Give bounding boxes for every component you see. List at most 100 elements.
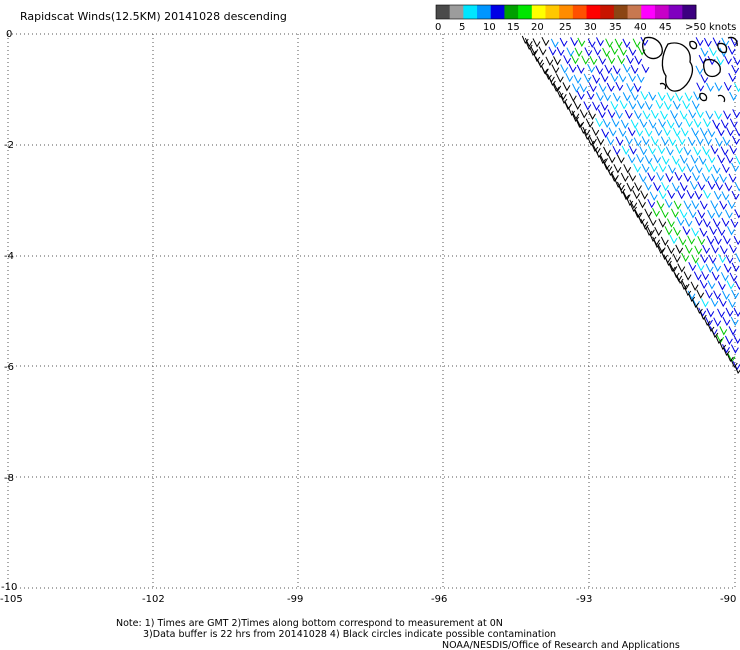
wind-barb <box>614 179 622 188</box>
wind-barb <box>574 47 583 57</box>
colorbar-swatch <box>477 5 492 19</box>
wind-barb <box>732 135 740 146</box>
wind-barb <box>633 163 642 173</box>
wind-barb <box>617 55 626 65</box>
wind-barb <box>595 92 604 102</box>
wind-barb <box>729 244 737 254</box>
wind-barb <box>713 235 722 246</box>
wind-barb <box>676 216 685 227</box>
wind-barb <box>701 271 710 281</box>
wind-barb <box>694 164 703 174</box>
wind-barb <box>688 261 697 272</box>
wind-barb <box>703 189 711 200</box>
wind-barb <box>731 64 740 75</box>
wind-barb <box>718 297 727 308</box>
wind-barb <box>592 101 600 111</box>
wind-barb <box>600 73 609 83</box>
wind-barb <box>664 226 673 236</box>
wind-barb <box>602 118 611 129</box>
wind-barb <box>666 218 675 228</box>
wind-barb <box>657 145 666 155</box>
wind-barb <box>576 64 585 74</box>
wind-barb <box>630 119 639 129</box>
wind-barb <box>702 244 711 255</box>
wind-barb <box>666 119 675 129</box>
wind-barb <box>566 47 575 57</box>
wind-barb <box>593 46 602 56</box>
wind-barb <box>727 226 735 236</box>
wind-barb <box>607 55 616 65</box>
wind-barb <box>694 245 703 255</box>
wind-barb <box>555 73 564 83</box>
wind-barb <box>683 146 692 156</box>
wind-barb <box>720 119 729 129</box>
wind-barb <box>727 298 736 309</box>
wind-barb <box>710 145 719 155</box>
wind-barb <box>587 38 596 48</box>
colorbar-swatch <box>490 5 505 19</box>
wind-barb <box>707 323 715 332</box>
colorbar-swatch <box>531 5 546 19</box>
y-axis-tick-labels: 0 -2 -4 -6 -8 -10 <box>1 29 17 593</box>
wind-barb <box>679 209 688 219</box>
wind-barb <box>649 233 657 242</box>
wind-barb <box>725 154 734 164</box>
wind-barb <box>647 172 656 182</box>
x-tick-label: -102 <box>142 594 165 605</box>
wind-barb <box>606 136 615 146</box>
wind-barb <box>591 126 600 137</box>
wind-barb <box>675 144 683 155</box>
colorbar-legend <box>435 4 697 20</box>
colorbar-labels: 0 5 10 15 20 25 30 35 40 45 >50 knots <box>435 22 736 33</box>
wind-barb <box>624 135 633 146</box>
wind-barb <box>675 244 684 254</box>
wind-barb <box>726 353 734 362</box>
wind-barb <box>626 197 634 206</box>
wind-barb <box>714 110 723 120</box>
wind-barb <box>713 262 722 273</box>
wind-barb <box>672 269 680 278</box>
wind-barb <box>532 38 541 48</box>
wind-barb <box>694 190 703 201</box>
wind-barb <box>691 254 700 264</box>
wind-barb <box>707 154 716 164</box>
colorbar-label-45: 45 <box>659 22 672 33</box>
wind-barb <box>603 92 612 102</box>
wind-barb <box>676 275 684 284</box>
wind-barb <box>734 365 740 374</box>
wind-barb <box>663 101 672 111</box>
wind-barb <box>733 307 740 317</box>
wind-barb <box>725 254 734 264</box>
wind-barb <box>726 127 734 137</box>
wind-barb <box>660 110 668 120</box>
wind-barb <box>585 118 594 128</box>
colorbar-label-15: 15 <box>507 22 520 33</box>
wind-barb <box>596 37 604 47</box>
wind-barb <box>695 65 704 75</box>
wind-barb <box>599 155 607 164</box>
wind-barb <box>734 127 740 137</box>
wind-barb <box>644 155 653 165</box>
wind-barb <box>693 271 702 281</box>
wind-barb <box>576 90 585 101</box>
wind-barb <box>716 334 725 344</box>
wind-barb <box>728 72 737 83</box>
x-tick-label: -93 <box>576 594 592 605</box>
wind-barb <box>660 236 669 246</box>
colorbar-label-35: 35 <box>609 22 622 33</box>
wind-barb <box>565 72 574 83</box>
wind-barb <box>669 234 678 245</box>
wind-barb <box>713 290 722 300</box>
wind-barb <box>650 109 659 120</box>
colorbar-frame <box>435 4 697 20</box>
wind-barb <box>525 41 533 50</box>
y-tick-label: -10 <box>1 582 17 593</box>
wind-barbs <box>521 35 740 374</box>
wind-barb <box>597 109 606 119</box>
colorbar-swatch <box>518 5 533 19</box>
wind-barb <box>713 190 722 201</box>
wind-barb <box>732 109 740 119</box>
wind-barb <box>624 109 633 120</box>
wind-barb <box>682 226 691 236</box>
wind-barb <box>699 227 708 238</box>
